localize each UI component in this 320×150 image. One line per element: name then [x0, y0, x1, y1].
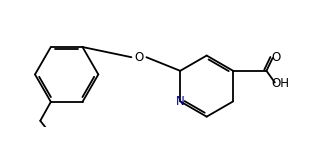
- Text: OH: OH: [271, 77, 289, 90]
- Text: O: O: [134, 51, 143, 64]
- Text: O: O: [272, 51, 281, 64]
- Text: N: N: [176, 95, 185, 108]
